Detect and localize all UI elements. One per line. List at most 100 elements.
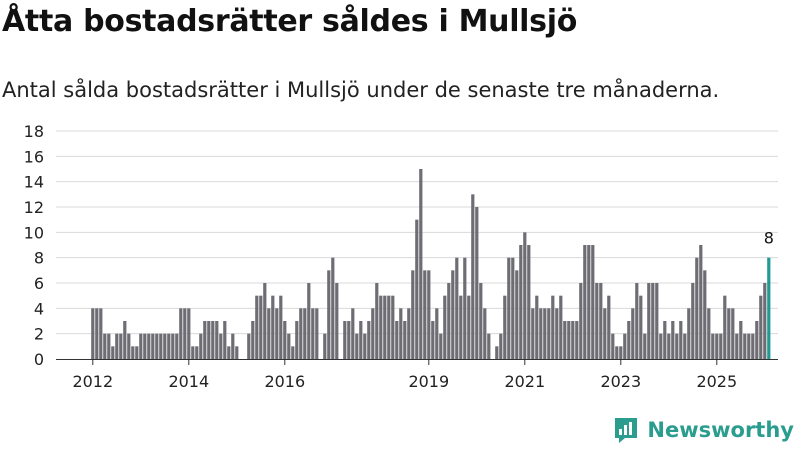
bar bbox=[387, 295, 391, 359]
bar bbox=[739, 321, 743, 359]
bar bbox=[191, 346, 195, 359]
x-tick-label: 2012 bbox=[72, 372, 113, 391]
bar bbox=[551, 295, 555, 359]
data-label: 8 bbox=[764, 229, 774, 248]
bar bbox=[759, 295, 763, 359]
bar bbox=[623, 333, 627, 359]
bar bbox=[499, 333, 503, 359]
bar bbox=[187, 308, 191, 359]
bar bbox=[395, 321, 399, 359]
bar bbox=[299, 308, 303, 359]
bar bbox=[219, 333, 223, 359]
bar bbox=[435, 308, 439, 359]
bar bbox=[379, 295, 383, 359]
y-tick-label: 0 bbox=[34, 350, 44, 369]
bar bbox=[195, 346, 199, 359]
chart-title: Åtta bostadsrätter såldes i Mullsjö bbox=[2, 4, 578, 39]
bar bbox=[199, 333, 203, 359]
bar bbox=[107, 333, 111, 359]
bar bbox=[347, 321, 351, 359]
bar bbox=[427, 270, 431, 359]
bar bbox=[579, 283, 583, 359]
bar bbox=[667, 333, 671, 359]
bar bbox=[355, 333, 359, 359]
bar-highlight bbox=[767, 257, 771, 359]
bar bbox=[175, 333, 179, 359]
y-tick-label: 14 bbox=[24, 173, 44, 192]
bar bbox=[331, 257, 335, 359]
bar bbox=[639, 295, 643, 359]
bar bbox=[207, 321, 211, 359]
bar bbox=[251, 321, 255, 359]
bar bbox=[535, 295, 539, 359]
bar bbox=[479, 283, 483, 359]
bar bbox=[723, 295, 727, 359]
bar bbox=[315, 308, 319, 359]
bar bbox=[415, 219, 419, 359]
bar bbox=[255, 295, 259, 359]
bar bbox=[363, 333, 367, 359]
bar bbox=[511, 257, 515, 359]
bar bbox=[259, 295, 263, 359]
bar bbox=[391, 295, 395, 359]
bar bbox=[711, 333, 715, 359]
bar bbox=[91, 308, 95, 359]
bar bbox=[411, 270, 415, 359]
bar bbox=[451, 270, 455, 359]
bar bbox=[519, 245, 523, 359]
bar bbox=[627, 321, 631, 359]
y-tick-label: 2 bbox=[34, 325, 44, 344]
bar bbox=[559, 295, 563, 359]
bar bbox=[615, 346, 619, 359]
newsworthy-logo: Newsworthy bbox=[613, 416, 794, 444]
bar bbox=[439, 333, 443, 359]
y-tick-label: 18 bbox=[24, 122, 44, 141]
bar bbox=[399, 308, 403, 359]
bar bbox=[483, 308, 487, 359]
bar bbox=[271, 295, 275, 359]
bar bbox=[359, 321, 363, 359]
bar bbox=[327, 270, 331, 359]
bar bbox=[675, 333, 679, 359]
bar bbox=[611, 333, 615, 359]
bar bbox=[515, 270, 519, 359]
bar bbox=[523, 232, 527, 359]
chart-subtitle: Antal sålda bostadsrätter i Mullsjö unde… bbox=[2, 78, 720, 102]
bar bbox=[687, 308, 691, 359]
bar bbox=[115, 333, 119, 359]
bar bbox=[743, 333, 747, 359]
x-tick-label: 2025 bbox=[696, 372, 737, 391]
bar bbox=[543, 308, 547, 359]
bar bbox=[311, 308, 315, 359]
bar bbox=[323, 333, 327, 359]
bar bbox=[587, 245, 591, 359]
bar bbox=[595, 283, 599, 359]
bar bbox=[335, 283, 339, 359]
bar bbox=[375, 283, 379, 359]
bar bbox=[179, 308, 183, 359]
bar bbox=[287, 333, 291, 359]
bar bbox=[567, 321, 571, 359]
bar bbox=[651, 283, 655, 359]
bar bbox=[119, 333, 123, 359]
bar bbox=[495, 346, 499, 359]
bar bbox=[555, 308, 559, 359]
bar bbox=[459, 295, 463, 359]
bar bbox=[247, 333, 251, 359]
bar bbox=[731, 308, 735, 359]
x-tick-label: 2023 bbox=[600, 372, 641, 391]
bar bbox=[275, 308, 279, 359]
bar bbox=[683, 333, 687, 359]
bar bbox=[471, 194, 475, 359]
bar bbox=[163, 333, 167, 359]
bar bbox=[167, 333, 171, 359]
bar bbox=[171, 333, 175, 359]
bar bbox=[475, 207, 479, 359]
bar bbox=[695, 257, 699, 359]
bar bbox=[583, 245, 587, 359]
bar bbox=[631, 308, 635, 359]
y-tick-label: 8 bbox=[34, 249, 44, 268]
bar bbox=[111, 346, 115, 359]
bar bbox=[755, 321, 759, 359]
